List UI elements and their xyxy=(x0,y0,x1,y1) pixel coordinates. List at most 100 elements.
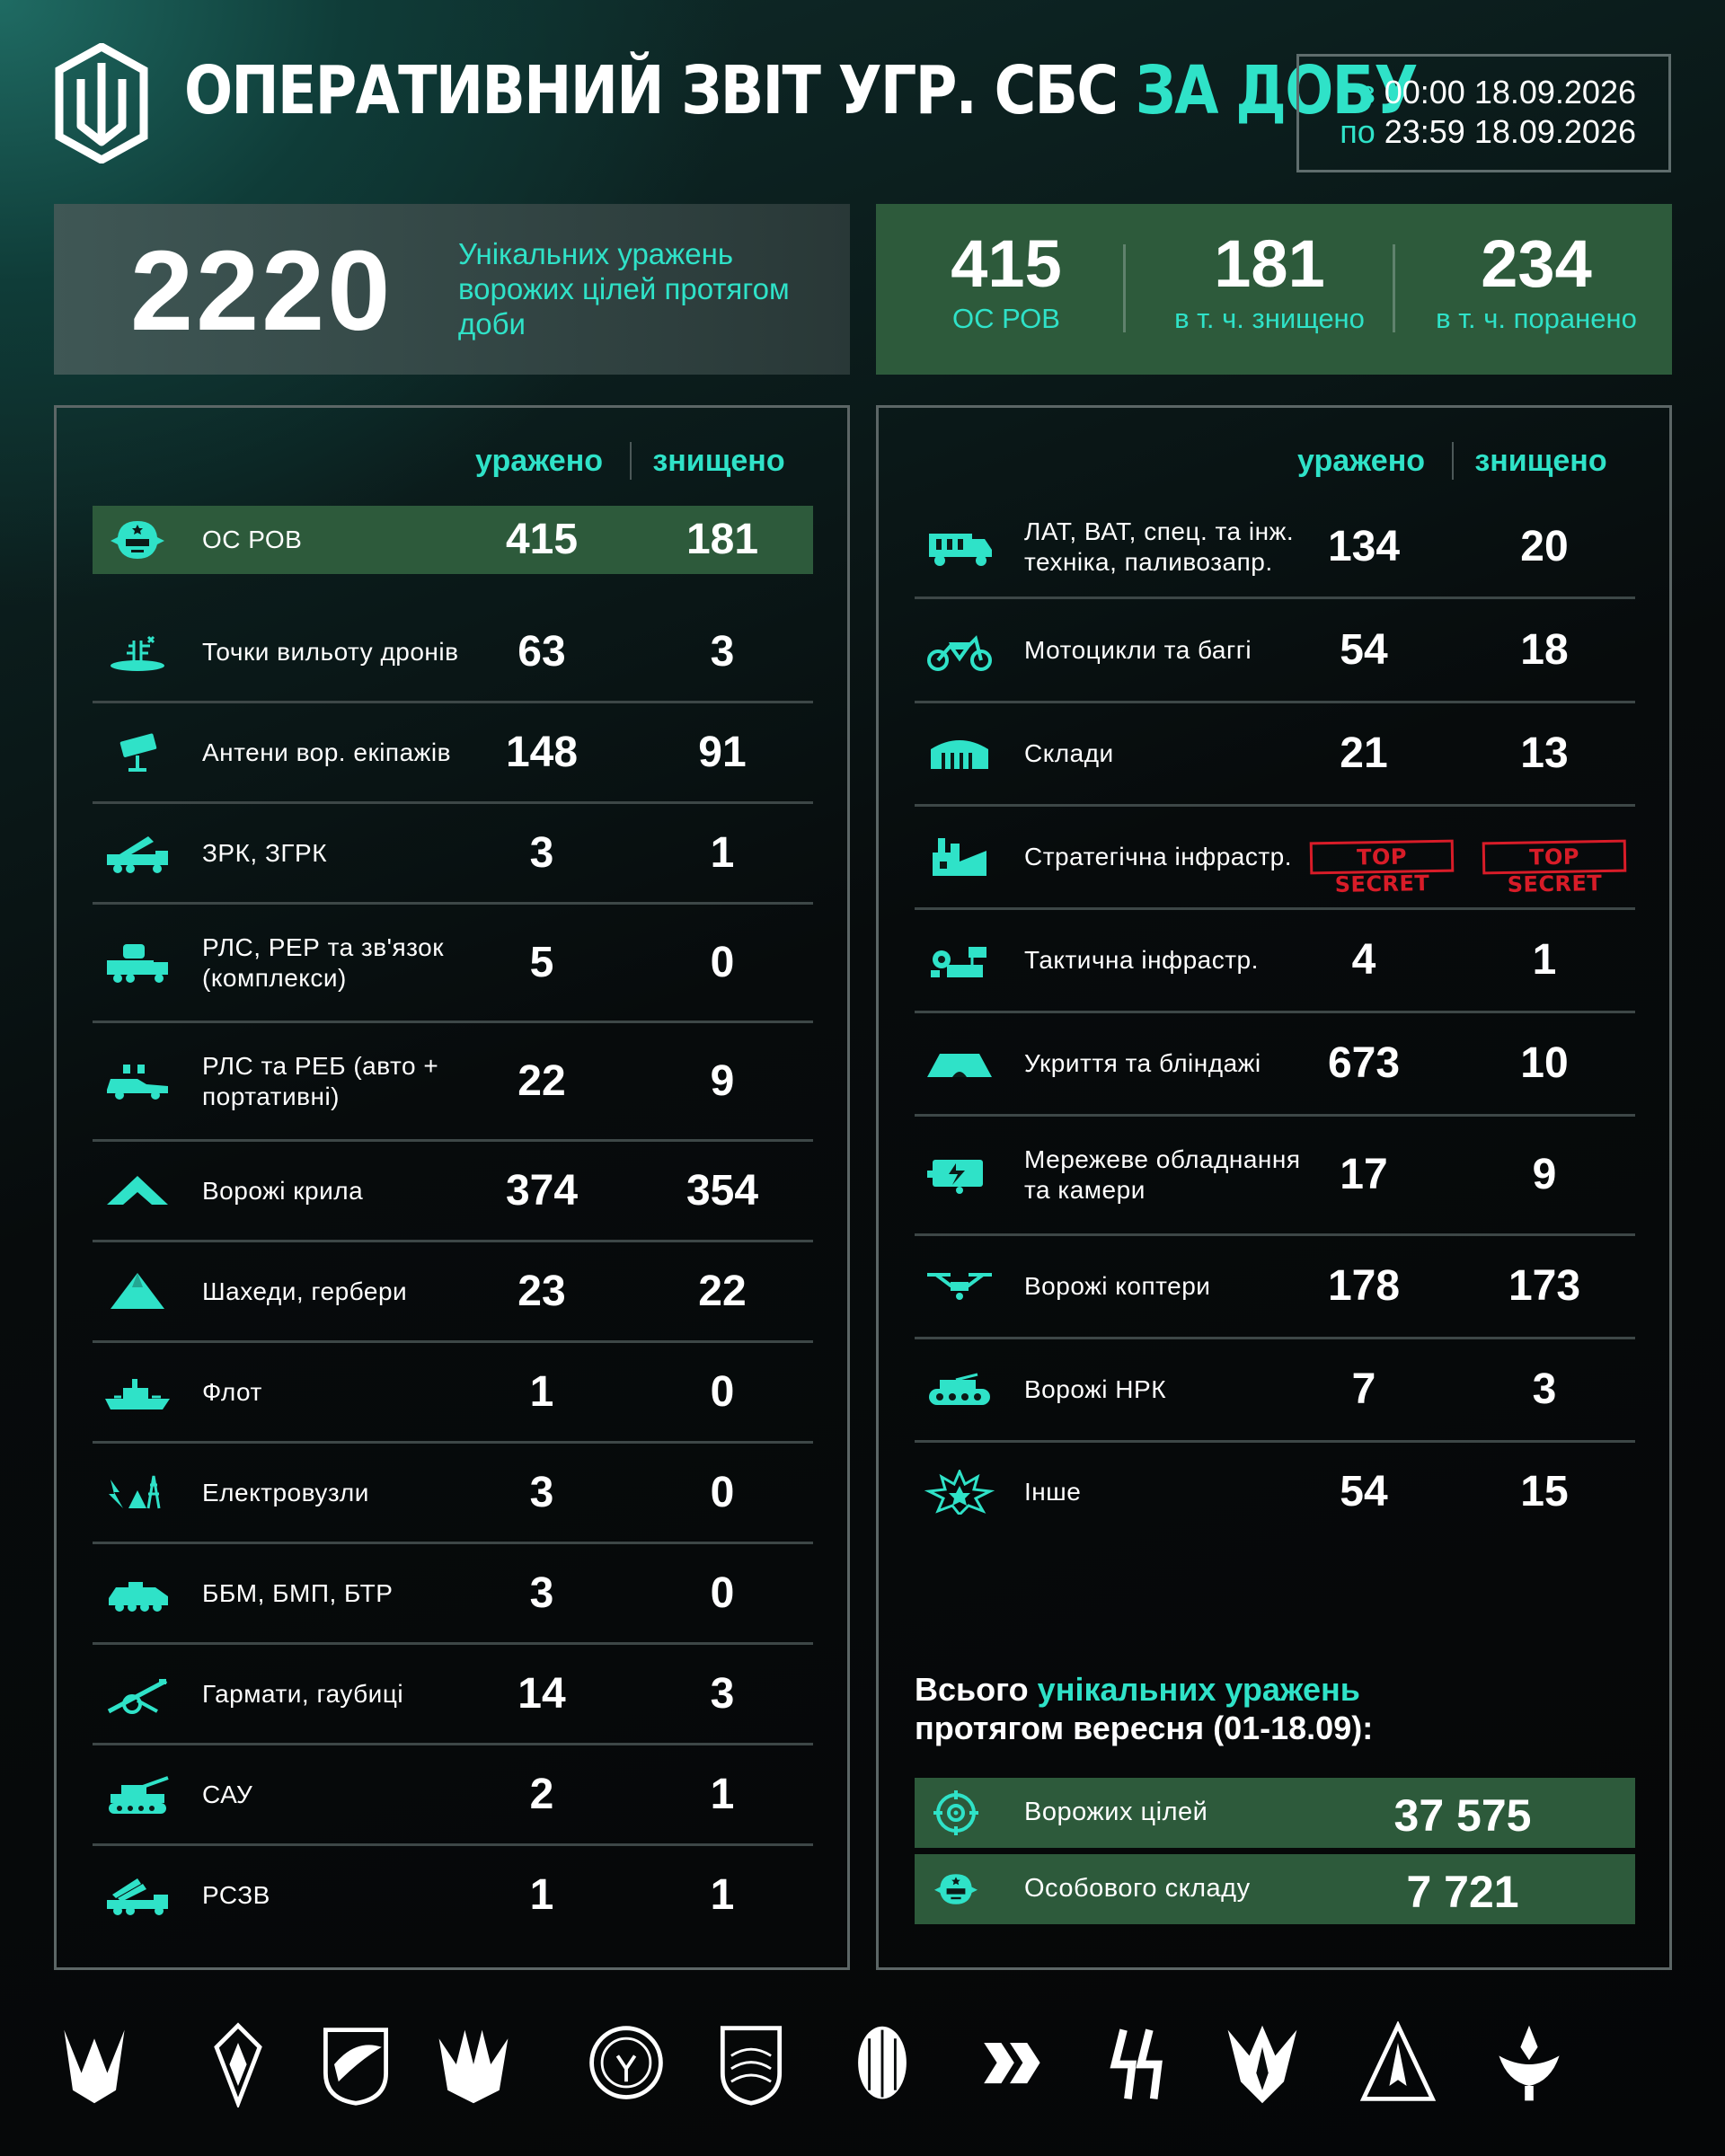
unit-emblem-10-icon xyxy=(1227,2025,1297,2104)
row-label: РЛС, РЕР та зв'язок (комплекси) xyxy=(202,932,444,992)
row-label: Електровузли xyxy=(202,1478,369,1507)
unit-emblem-8-icon xyxy=(984,2043,1040,2084)
unit-emblem-12-icon xyxy=(1499,2025,1560,2101)
destroyed-value: 13 xyxy=(1520,729,1569,777)
row-divider xyxy=(93,1021,813,1023)
personnel-summary-card: 415 ОС РОВ 181 в т. ч. знищено 234 в т. … xyxy=(876,204,1672,375)
destroyed-value: 1 xyxy=(710,1770,735,1818)
left-stat-row: Гармати, гаубиці 14 3 xyxy=(93,1645,813,1745)
stat-personnel: 415 ОС РОВ xyxy=(951,226,1062,334)
destroyed-value: 20 xyxy=(1520,523,1569,570)
footer-unit-emblems xyxy=(54,2021,1671,2111)
hit-value: 54 xyxy=(1340,625,1388,674)
air-defense-truck-icon xyxy=(107,835,168,873)
left-stat-row: Точки вильоту дронів 63 3 xyxy=(93,603,813,703)
monthly-personnel-label: Особового складу xyxy=(1024,1874,1251,1903)
destroyed-value: 15 xyxy=(1520,1467,1569,1515)
destroyed-value: 3 xyxy=(710,1669,735,1718)
row-label: Ворожі НРК xyxy=(1024,1375,1167,1403)
hit-value: 415 xyxy=(505,516,579,563)
right-stats-panel: уражено знищено ЛАТ, ВАТ, спец. та інж. … xyxy=(876,405,1672,1970)
monthly-targets-value: 37 575 xyxy=(1393,1790,1532,1841)
hit-value: 22 xyxy=(518,1056,566,1105)
row-divider xyxy=(93,902,813,905)
row-divider xyxy=(93,1743,813,1745)
hit-value: 21 xyxy=(1340,729,1388,777)
antenna-icon xyxy=(119,733,157,772)
mlrs-icon xyxy=(107,1878,168,1915)
page-title: ОПЕРАТИВНИЙ ЗВІТ УГР. СБС ЗА ДОБУ xyxy=(184,52,1418,129)
row-divider xyxy=(915,1011,1635,1013)
hit-value: 673 xyxy=(1327,1039,1401,1087)
hit-value: 148 xyxy=(505,728,579,776)
tryzub-shield-logo-icon xyxy=(55,43,148,163)
soldier-helmet-icon xyxy=(934,1874,978,1904)
destroyed-value: 0 xyxy=(710,938,735,986)
monthly-personnel-row: Особового складу 7 721 xyxy=(915,1854,1635,1924)
monthly-personnel-value: 7 721 xyxy=(1406,1867,1519,1917)
radar-truck-icon xyxy=(107,943,168,983)
stat-wounded: 234 в т. ч. поранено xyxy=(1436,226,1637,334)
right-stat-row: Тактична інфрастр. 4 1 xyxy=(915,910,1635,1013)
drone-launch-point-icon xyxy=(111,635,164,671)
row-divider xyxy=(915,701,1635,703)
destroyed-value: 1 xyxy=(710,828,735,877)
network-equipment-icon xyxy=(927,1160,983,1194)
right-stat-row: Склади 21 13 xyxy=(915,703,1635,807)
left-stat-row: ЗРК, ЗГРК 3 1 xyxy=(93,804,813,905)
row-divider xyxy=(93,1240,813,1242)
monthly-targets-row: Ворожих цілей 37 575 xyxy=(915,1778,1635,1848)
row-label: Мотоцикли та баггі xyxy=(1024,635,1252,664)
row-label: ЛАТ, ВАТ, спец. та інж. техніка, паливоз… xyxy=(1024,517,1295,576)
row-label: САУ xyxy=(202,1780,253,1808)
row-divider xyxy=(93,1542,813,1544)
monthly-targets-label: Ворожих цілей xyxy=(1024,1798,1208,1826)
daily-total-description: Унікальних уражень ворожих цілей протяго… xyxy=(458,237,790,340)
column-header-hit: уражено xyxy=(474,444,603,478)
destroyed-value: 91 xyxy=(698,728,747,776)
left-stats-panel: уражено знищено ОС РОВ 415 181 Точки вильот… xyxy=(54,405,850,1970)
soldier-helmet-icon xyxy=(111,521,164,559)
row-divider xyxy=(93,1139,813,1142)
divider xyxy=(1123,244,1126,332)
right-stat-row: Стратегічна інфрастр. TOP SECRET TOP SECRE… xyxy=(915,807,1635,910)
row-label: Мережеве обладнання та камери xyxy=(1024,1145,1301,1204)
hit-value: 178 xyxy=(1327,1262,1401,1310)
destroyed-value: 1 xyxy=(710,1870,735,1919)
destroyed-value: 18 xyxy=(1520,625,1569,674)
right-stat-row: Ворожі НРК 7 3 xyxy=(915,1339,1635,1443)
hit-value: 23 xyxy=(518,1267,566,1315)
column-header-hit: уражено xyxy=(1296,444,1425,478)
hit-value: 1 xyxy=(529,1367,554,1416)
right-stat-row: Інше 54 15 xyxy=(915,1443,1635,1543)
factory-icon xyxy=(933,838,986,876)
row-divider xyxy=(915,1440,1635,1443)
stat-killed: 181 в т. ч. знищено xyxy=(1174,226,1365,334)
row-label: Укриття та бліндажі xyxy=(1024,1049,1261,1077)
row-divider xyxy=(93,1642,813,1645)
ground-robot-icon xyxy=(929,1373,990,1405)
hit-value: 374 xyxy=(505,1166,579,1215)
fixed-wing-drone-icon xyxy=(107,1175,168,1205)
unit-emblem-5-icon xyxy=(589,2026,663,2099)
hit-value: 2 xyxy=(529,1770,554,1818)
howitzer-icon xyxy=(107,1678,168,1714)
left-stat-row: Ворожі крила 374 354 xyxy=(93,1142,813,1242)
row-label: Шахеди, гербери xyxy=(202,1277,408,1305)
ew-car-icon xyxy=(107,1064,168,1100)
truck-icon xyxy=(929,534,992,566)
row-divider xyxy=(915,1114,1635,1117)
row-label: Флот xyxy=(202,1377,262,1406)
row-label: Інше xyxy=(1024,1477,1082,1506)
row-label: ББМ, БМП, БТР xyxy=(202,1578,394,1607)
row-divider xyxy=(915,1337,1635,1339)
unit-emblem-6-icon xyxy=(720,2026,783,2106)
row-divider xyxy=(915,907,1635,910)
row-divider xyxy=(93,701,813,703)
destroyed-value: 0 xyxy=(710,1568,735,1617)
row-label: Точки вильоту дронів xyxy=(202,637,459,666)
destroyed-value: 173 xyxy=(1508,1262,1581,1310)
row-label: Тактична інфрастр. xyxy=(1024,946,1259,974)
destroyed-value: 354 xyxy=(686,1166,759,1215)
warehouse-icon xyxy=(931,740,988,769)
